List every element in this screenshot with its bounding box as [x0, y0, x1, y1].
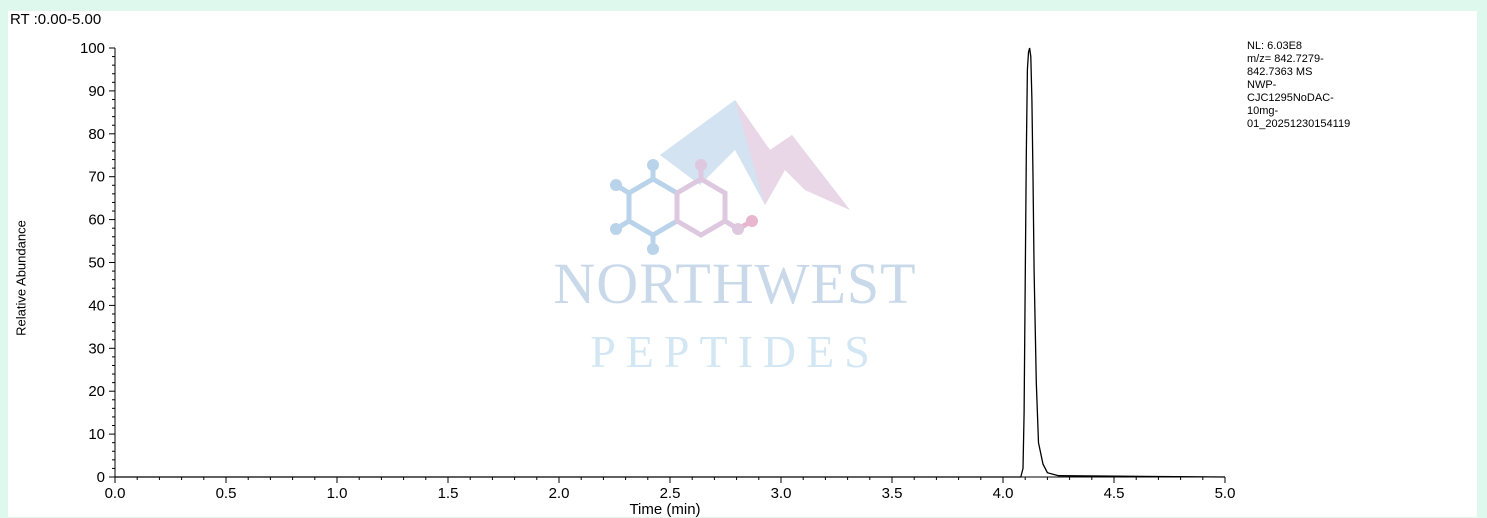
- x-tick-label: 3.0: [771, 485, 792, 502]
- info-line: NWP-: [1247, 79, 1277, 91]
- series-layer: [115, 47, 1226, 478]
- scan-info-box: NL: 6.03E8 m/z= 842.7279- 842.7363 MS NW…: [1247, 40, 1350, 131]
- y-tick-label: 50: [88, 255, 105, 272]
- x-tick-label: 3.5: [882, 485, 903, 502]
- rt-range-label: RT :0.00-5.00: [10, 11, 102, 28]
- series-line: [115, 47, 1226, 478]
- y-tick-label: 80: [88, 126, 105, 143]
- y-tick-label: 90: [88, 83, 105, 100]
- info-line: 842.7363 MS: [1247, 66, 1313, 78]
- y-tick-label: 30: [88, 340, 105, 357]
- x-tick-label: 2.0: [549, 485, 570, 502]
- y-tick-label: 70: [88, 169, 105, 186]
- y-tick-label: 40: [88, 297, 105, 314]
- y-tick-label: 60: [88, 212, 105, 229]
- info-line: CJC1295NoDAC-: [1247, 92, 1334, 104]
- tick-marks: [109, 47, 1226, 483]
- x-tick-label: 1.5: [438, 485, 459, 502]
- watermark-logo: NORTHWEST PEPTIDES: [530, 95, 940, 385]
- info-line: 10mg-: [1247, 105, 1279, 117]
- watermark-brand-text: NORTHWEST: [553, 251, 917, 316]
- info-line: m/z= 842.7279-: [1247, 53, 1324, 65]
- watermark-sub-text: PEPTIDES: [590, 326, 880, 377]
- info-line: NL: 6.03E8: [1247, 40, 1303, 52]
- tick-labels: 0 10 20 30 40 50 60 70 80 90 100 0.0 0.5 1.0 1.5 2.0 2.5…: [80, 40, 1235, 502]
- x-tick-label: 2.5: [660, 485, 681, 502]
- y-tick-label: 100: [80, 40, 105, 57]
- molecule-mountain-icon: [610, 100, 850, 255]
- x-tick-label: 5.0: [1215, 485, 1236, 502]
- y-tick-label: 20: [88, 383, 105, 400]
- axes: [114, 48, 1225, 478]
- x-tick-label: 1.0: [327, 485, 348, 502]
- chromatogram-panel: [8, 11, 1477, 517]
- y-tick-label: 0: [97, 469, 105, 486]
- x-tick-label: 4.0: [993, 485, 1014, 502]
- x-tick-label: 0.5: [216, 485, 237, 502]
- x-tick-label: 4.5: [1104, 485, 1125, 502]
- y-axis-label: Relative Abundance: [13, 220, 29, 336]
- x-tick-label: 0.0: [105, 485, 126, 502]
- x-axis-label: Time (min): [629, 501, 701, 518]
- y-tick-label: 10: [88, 426, 105, 443]
- info-line: 01_20251230154119: [1247, 118, 1351, 130]
